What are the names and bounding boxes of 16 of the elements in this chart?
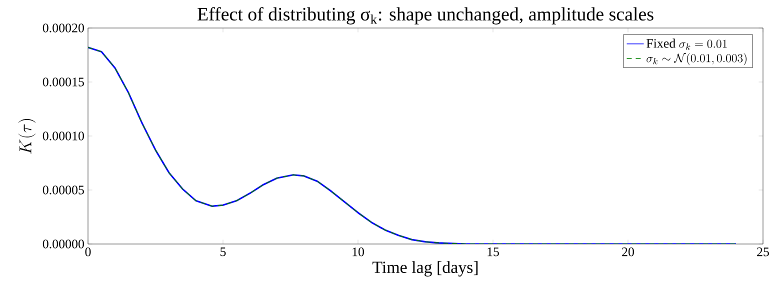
x-tick-label: 15 — [488, 248, 499, 256]
y-tick-label: 0.00000 — [42, 240, 84, 248]
legend-label: $\sigma_k \sim \mathcal{N}(0.01, 0.003)$ — [646, 52, 746, 66]
chart-title: Effect of distributing σ$_{k}$: shape unchanged, amplitude scales — [198, 7, 654, 24]
y-tick-label: 0.00010 — [42, 132, 84, 140]
y-axis-title: $K(\tau)$ — [18, 119, 36, 154]
y-tick-label: 0.00020 — [42, 24, 84, 32]
y-tick-label: 0.00005 — [42, 186, 84, 194]
x-axis-title: Time lag [days] — [372, 261, 478, 277]
legend-label: $\mathrm{Fixed}\ \sigma_k = 0.01$ — [646, 38, 727, 50]
x-tick-label: 5 — [220, 248, 226, 256]
x-tick-label: 20 — [622, 248, 634, 256]
y-tick-label: 0.00015 — [42, 78, 84, 86]
x-tick-label: 25 — [757, 248, 769, 256]
x-tick-label: 10 — [352, 248, 364, 256]
x-tick-label: 0 — [85, 248, 91, 256]
